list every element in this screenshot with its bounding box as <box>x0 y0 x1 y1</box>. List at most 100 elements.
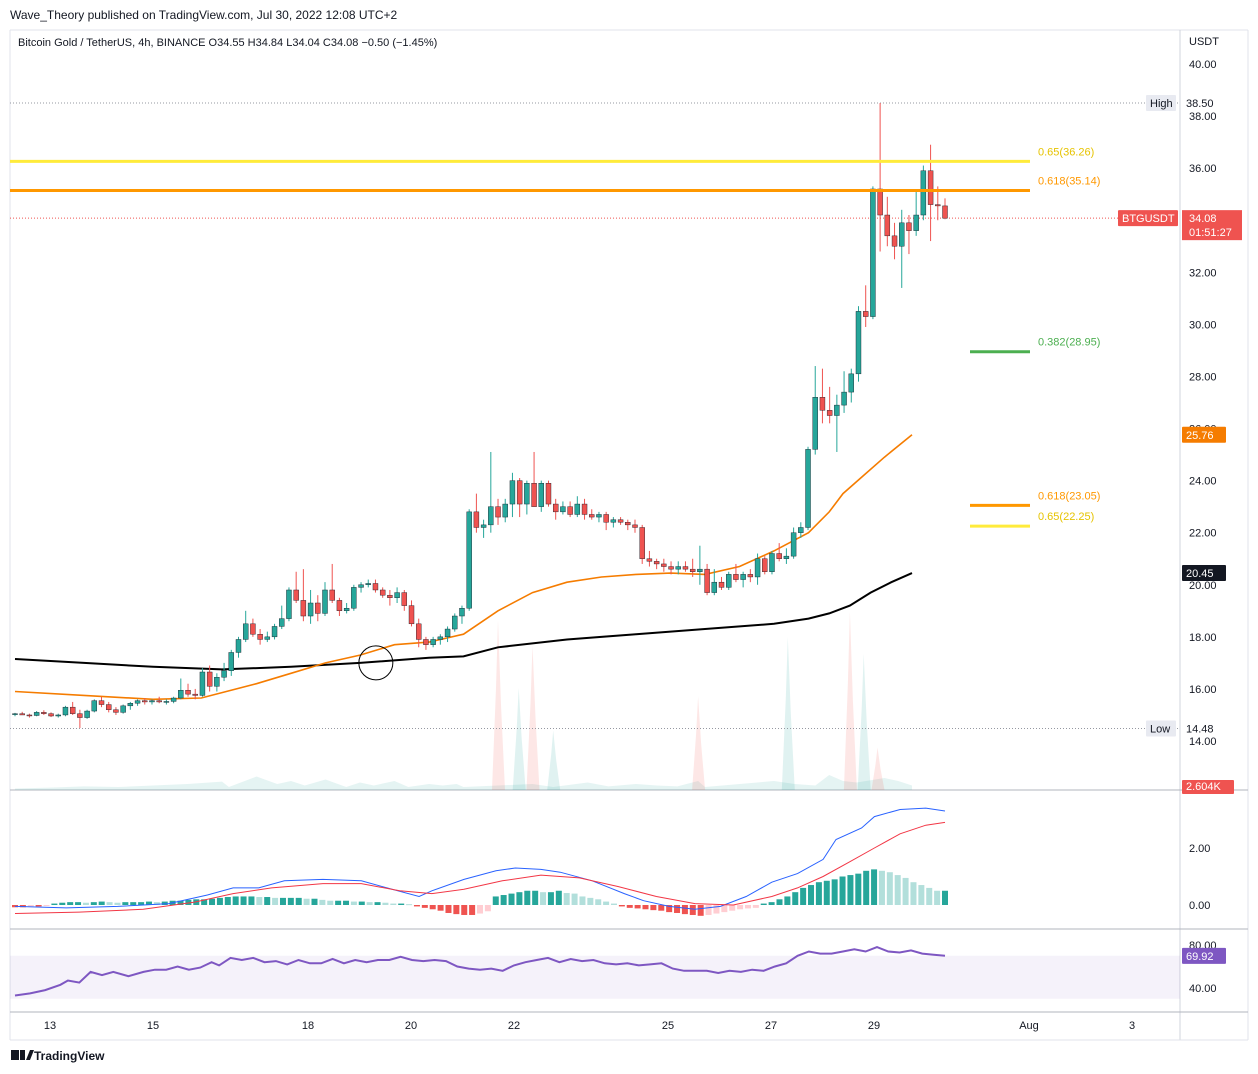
low-label: Low <box>1146 720 1176 737</box>
macd-histogram-bar <box>366 902 373 905</box>
fib-label: 0.65(36.26) <box>1038 146 1094 158</box>
macd-histogram-bar <box>35 905 42 907</box>
macd-histogram-bar <box>910 882 917 905</box>
candle <box>646 550 653 567</box>
candle <box>776 543 782 562</box>
fib-levels: 0.65(36.26) 0.618(35.14) 0.382(28.95) 0.618… <box>10 146 1100 528</box>
candles <box>12 103 948 728</box>
svg-text:2.604K: 2.604K <box>1186 781 1222 793</box>
candle <box>178 678 184 700</box>
published-by: Wave_Theory published on TradingView.com… <box>10 8 398 22</box>
candle <box>488 451 494 533</box>
candle <box>293 571 299 603</box>
svg-text:25.76: 25.76 <box>1186 430 1214 442</box>
tradingview-logo-icon[interactable] <box>11 1050 34 1060</box>
svg-text:20.45: 20.45 <box>1186 568 1214 580</box>
volume-spike <box>512 688 526 790</box>
candle <box>250 618 256 637</box>
macd-histogram-bar <box>240 896 247 905</box>
symbol-legend[interactable]: Bitcoin Gold / TetherUS, 4h, BINANCE O34… <box>18 37 437 49</box>
macd-histogram-bar <box>484 905 491 912</box>
candle <box>552 498 559 520</box>
moving-averages <box>14 434 913 701</box>
candle <box>653 558 660 570</box>
candle <box>704 563 710 596</box>
macd-histogram-bar <box>177 900 184 905</box>
macd-histogram-bar <box>516 892 523 905</box>
svg-text:01:51:27: 01:51:27 <box>1189 227 1232 239</box>
macd-histogram-bar <box>106 902 113 905</box>
macd-histogram-bar <box>350 901 357 905</box>
candle <box>214 673 220 692</box>
candle <box>697 545 703 585</box>
macd-tick-label: 2.00 <box>1189 843 1210 855</box>
candle <box>437 634 444 645</box>
signal-line <box>14 821 946 914</box>
symbol-tag: BTGUSDT <box>1118 210 1178 227</box>
macd-histogram-bar <box>327 900 334 905</box>
macd-histogram-bar <box>130 902 137 905</box>
macd-histogram-bar <box>12 905 18 908</box>
macd-histogram-bar <box>823 880 830 905</box>
candle <box>877 103 883 252</box>
candle <box>661 558 667 572</box>
time-tick-label: 13 <box>44 1020 56 1032</box>
macd-histogram-bar <box>59 902 66 905</box>
macd-histogram-bar <box>618 905 625 907</box>
volume-spike <box>857 654 871 790</box>
macd-pane <box>12 807 948 916</box>
candle <box>726 571 732 590</box>
candle <box>279 605 285 630</box>
macd-histogram-bar <box>248 896 255 905</box>
macd-histogram-bar <box>224 897 231 905</box>
macd-histogram-bar <box>784 896 791 905</box>
svg-text:34.08: 34.08 <box>1189 213 1217 225</box>
candle <box>271 623 278 640</box>
time-tick-label: Aug <box>1019 1020 1039 1032</box>
candle <box>235 636 242 658</box>
candle <box>394 587 400 603</box>
volume-spike <box>781 637 795 790</box>
svg-text:69.92: 69.92 <box>1186 951 1214 963</box>
volume-tag: 2.604K <box>1182 780 1234 794</box>
candle <box>826 386 833 424</box>
time-tick-label: 3 <box>1129 1020 1135 1032</box>
time-axis[interactable]: 13 15 18 20 22 25 27 29 Aug 3 <box>44 1020 1135 1032</box>
macd-histogram-bar <box>524 890 531 905</box>
macd-histogram-bar <box>90 902 97 905</box>
candle <box>466 509 472 611</box>
candle <box>351 584 357 611</box>
macd-histogram-bar <box>540 892 547 905</box>
candle <box>379 587 386 598</box>
candle <box>783 548 790 564</box>
macd-histogram-bar <box>122 902 129 905</box>
rsi-tick-label: 40.00 <box>1189 983 1217 995</box>
candle <box>358 582 364 593</box>
candle <box>329 563 335 603</box>
macd-histogram-bar <box>760 903 767 905</box>
candle <box>106 701 112 713</box>
fib-label: 0.65(22.25) <box>1038 511 1094 523</box>
macd-histogram-bar <box>232 896 239 905</box>
candle <box>733 563 739 583</box>
macd-histogram-bar <box>201 899 208 905</box>
rsi-band <box>10 955 1180 999</box>
macd-histogram-bar <box>382 902 389 905</box>
candle <box>62 705 69 717</box>
candle <box>913 188 919 236</box>
candle <box>98 696 105 708</box>
macd-histogram-bar <box>98 901 105 905</box>
candle <box>134 699 141 706</box>
candle <box>625 519 631 531</box>
macd-histogram-bar <box>737 905 744 910</box>
candle <box>884 196 891 247</box>
macd-histogram-bar <box>626 905 633 908</box>
candle <box>516 478 523 518</box>
candle <box>430 636 436 648</box>
macd-histogram-bar <box>808 885 815 905</box>
candle <box>531 451 537 507</box>
candle <box>444 626 451 643</box>
volume-area <box>15 611 912 790</box>
svg-text:High: High <box>1150 98 1173 110</box>
